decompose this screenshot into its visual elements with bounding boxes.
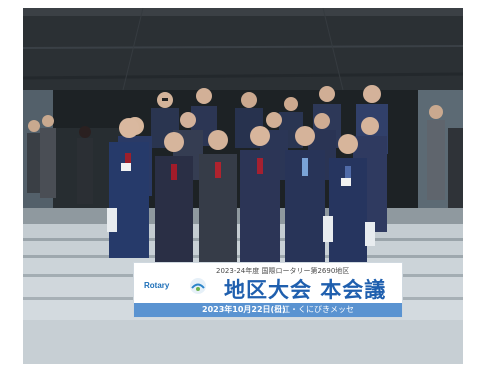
rotary-logo-text: Rotary [144,281,170,290]
banner-footer-bar: 2023年10月22日(日) 松江・くにびきメッセ [134,303,402,317]
banner-date: 2023年10月22日(日) [202,305,286,314]
group-photo: 2023-24年度 国際ロータリー第2690地区 Rotary 地区大会 本会議… [23,8,463,364]
district-mark-icon [190,278,206,294]
banner-title: 地区大会 本会議 [224,278,387,302]
banner-venue: 松江・くにびきメッセ [274,305,354,314]
banner-subtitle: 2023-24年度 国際ロータリー第2690地区 [216,267,350,275]
event-banner: 2023-24年度 国際ロータリー第2690地区 Rotary 地区大会 本会議… [133,262,403,318]
